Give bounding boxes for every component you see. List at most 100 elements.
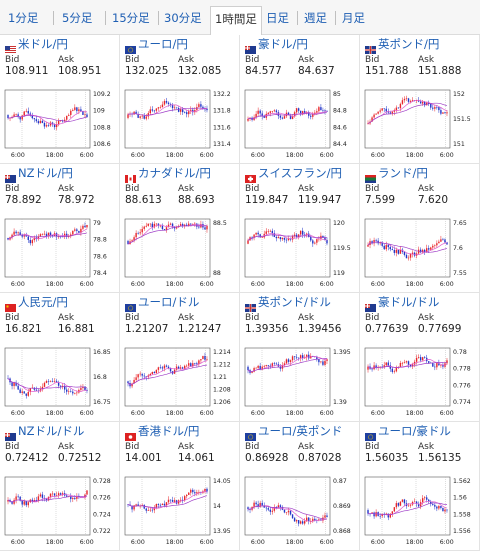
- tab-30min[interactable]: 30分足: [164, 11, 202, 25]
- currency-pair-card[interactable]: ユーロ/豪ドル Bid Ask 1.56035 1.56135 1.562 1.56 1.55…: [360, 422, 480, 551]
- tab-1min[interactable]: 1分足: [8, 11, 39, 25]
- price-chart[interactable]: 79 78.8 78.6 78.4 6:00 18:00 6:00: [0, 214, 120, 292]
- tab-daily[interactable]: 日足: [266, 11, 289, 25]
- candle-body: [409, 364, 412, 367]
- currency-pair-card[interactable]: 人民元/円 Bid Ask 16.821 16.881 16.85 16.8 16.75 6:0…: [0, 293, 120, 422]
- pair-name-link[interactable]: スイスフラン/円: [258, 166, 343, 180]
- y-tick-label: 1.21: [213, 374, 227, 381]
- price-chart[interactable]: 120 119.5 119 6:00 18:00 6:00: [240, 214, 360, 292]
- currency-pair-card[interactable]: ランド/円 Bid Ask 7.599 7.620 7.65 7.6 7.55 6:00 18:0…: [360, 164, 480, 293]
- candle-body: [393, 507, 396, 512]
- y-tick-label: 132.2: [213, 91, 231, 98]
- currency-pair-card[interactable]: カナダドル/円 Bid Ask 88.613 88.693 88.5 88 6:00 18:00…: [120, 164, 240, 293]
- pair-name-link[interactable]: 英ポンド/ドル: [258, 295, 331, 309]
- candle-body: [277, 505, 280, 508]
- pair-name-link[interactable]: NZドル/ドル: [18, 424, 85, 438]
- chart-frame: [244, 89, 331, 149]
- currency-pair-card[interactable]: ユーロ/英ポンド Bid Ask 0.86928 0.87028 0.87 0.869 0.8…: [240, 422, 360, 551]
- currency-pair-card[interactable]: ユーロ/円 Bid Ask 132.025 132.085 132.2 131.8 131.6…: [120, 35, 240, 164]
- currency-pair-card[interactable]: 豪ドル/ドル Bid Ask 0.77639 0.77699 0.78 0.778 0.776…: [360, 293, 480, 422]
- pair-name-link[interactable]: 米ドル/円: [18, 37, 68, 51]
- candle-body: [261, 113, 263, 117]
- pair-name-link[interactable]: 豪ドル/円: [258, 37, 308, 51]
- candle-body: [324, 360, 326, 365]
- ask-value: 1.21247: [178, 323, 222, 335]
- tab-weekly[interactable]: 週足: [304, 11, 327, 25]
- pair-name-link[interactable]: 人民元/円: [18, 295, 68, 309]
- price-chart[interactable]: 0.728 0.726 0.724 0.722 6:00 18:00 6:00: [0, 472, 120, 550]
- currency-pair-card[interactable]: 英ポンド/ドル Bid Ask 1.39356 1.39456 1.395 1.39 6:00…: [240, 293, 360, 422]
- price-chart[interactable]: 88.5 88 6:00 18:00 6:00: [120, 214, 240, 292]
- y-tick-label: 120: [333, 220, 345, 227]
- candle-body: [47, 496, 50, 501]
- candle-body: [202, 106, 204, 109]
- candle-body: [17, 385, 19, 390]
- chart-frame: [364, 476, 451, 536]
- price-chart[interactable]: 7.65 7.6 7.55 6:00 18:00 6:00: [360, 214, 480, 292]
- currency-pair-card[interactable]: ユーロ/ドル Bid Ask 1.21207 1.21247 1.214 1.212 1.21…: [120, 293, 240, 422]
- candle-body: [45, 381, 48, 383]
- candle-body: [379, 515, 381, 517]
- x-tick-label: 18:00: [166, 539, 184, 546]
- currency-pair-card[interactable]: 豪ドル/円 Bid Ask 84.577 84.637 85 84.8 84.6 84.4 6:0…: [240, 35, 360, 164]
- candle-body: [184, 224, 186, 227]
- pair-name-link[interactable]: カナダドル/円: [138, 166, 211, 180]
- currency-pair-card[interactable]: 米ドル/円 Bid Ask 108.911 108.951 109.2 109 108.8 10…: [0, 35, 120, 164]
- pair-name-link[interactable]: 香港ドル/円: [138, 424, 200, 438]
- nz-flag-icon: [5, 168, 16, 183]
- pair-name-link[interactable]: NZドル/円: [18, 166, 73, 180]
- y-tick-label: 1.556: [453, 528, 471, 535]
- y-tick-label: 131.4: [213, 141, 231, 148]
- tab-15min[interactable]: 15分足: [112, 11, 150, 25]
- candle-body: [15, 231, 17, 234]
- candle-body: [440, 239, 442, 242]
- candle-body: [23, 391, 25, 394]
- bid-label: Bid: [245, 184, 260, 194]
- price-chart[interactable]: 152 151.5 151 6:00 18:00 6:00: [360, 85, 480, 163]
- candle-body: [389, 247, 391, 250]
- currency-pair-card[interactable]: スイスフラン/円 Bid Ask 119.847 119.947 120 119.5 119 6…: [240, 164, 360, 293]
- candle-body: [204, 356, 206, 360]
- candle-body: [438, 363, 440, 366]
- candle-body: [283, 509, 286, 513]
- candle-body: [17, 114, 19, 117]
- candle-body: [192, 363, 194, 367]
- candle-body: [375, 113, 377, 115]
- pair-name-link[interactable]: ユーロ/豪ドル: [378, 424, 451, 438]
- currency-pair-card[interactable]: 香港ドル/円 Bid Ask 14.001 14.061 14.05 14 13.95 6:00…: [120, 422, 240, 551]
- candle-body: [86, 224, 88, 228]
- currency-pair-card[interactable]: NZドル/円 Bid Ask 78.892 78.972 79 78.8 78.6 78.4 6:…: [0, 164, 120, 293]
- price-chart[interactable]: 109.2 109 108.8 108.6 6:00 18:00 6:00: [0, 85, 120, 163]
- candle-body: [255, 113, 257, 118]
- tab-5min[interactable]: 5分足: [62, 11, 93, 25]
- candle-body: [127, 381, 129, 384]
- currency-pair-card[interactable]: 英ポンド/円 Bid Ask 151.788 151.888 152 151.5 151 6:0…: [360, 35, 480, 164]
- pair-name-link[interactable]: 豪ドル/ドル: [378, 295, 440, 309]
- candle-body: [293, 518, 296, 522]
- tab-monthly[interactable]: 月足: [342, 11, 365, 25]
- price-chart[interactable]: 1.214 1.212 1.21 1.208 1.206 6:00 18:00 6:00: [120, 343, 240, 421]
- price-chart[interactable]: 16.85 16.8 16.75 6:00 18:00 6:00: [0, 343, 120, 421]
- pair-name-link[interactable]: ユーロ/円: [138, 37, 188, 51]
- candle-body: [393, 371, 396, 372]
- tab-1hour[interactable]: 1時間足: [210, 6, 262, 35]
- pair-name-link[interactable]: ユーロ/英ポンド: [258, 424, 343, 438]
- pair-name-link[interactable]: 英ポンド/円: [378, 37, 440, 51]
- candle-body: [411, 100, 414, 101]
- candle-body: [80, 228, 82, 233]
- price-chart[interactable]: 132.2 131.8 131.6 131.4 6:00 18:00 6:00: [120, 85, 240, 163]
- candle-body: [438, 506, 440, 509]
- pair-name-link[interactable]: ユーロ/ドル: [138, 295, 200, 309]
- price-chart[interactable]: 0.78 0.778 0.776 0.774 6:00 18:00 6:00: [360, 343, 480, 421]
- price-chart[interactable]: 1.562 1.56 1.558 1.556 6:00 18:00 6:00: [360, 472, 480, 550]
- candle-body: [82, 111, 84, 115]
- currency-pair-card[interactable]: NZドル/ドル Bid Ask 0.72412 0.72512 0.728 0.726 0.7…: [0, 422, 120, 551]
- price-chart[interactable]: 85 84.8 84.6 84.4 6:00 18:00 6:00: [240, 85, 360, 163]
- candle-body: [397, 249, 400, 254]
- candle-body: [200, 359, 202, 361]
- hk-flag-icon: [125, 426, 136, 441]
- price-chart[interactable]: 0.87 0.869 0.868 6:00 18:00 6:00: [240, 472, 360, 550]
- pair-name-link[interactable]: ランド/円: [378, 166, 428, 180]
- price-chart[interactable]: 14.05 14 13.95 6:00 18:00 6:00: [120, 472, 240, 550]
- price-chart[interactable]: 1.395 1.39 6:00 18:00 6:00: [240, 343, 360, 421]
